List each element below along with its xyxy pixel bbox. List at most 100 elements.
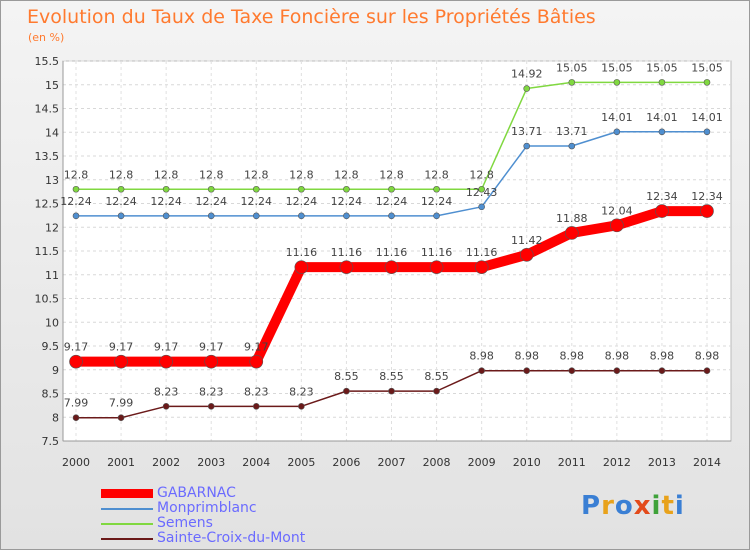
y-tick-label: 13.5 [35, 150, 60, 163]
x-tick-label: 2004 [242, 456, 270, 469]
data-point-monprimblanc [613, 128, 621, 136]
data-label-semens: 15.05 [691, 61, 723, 74]
data-point-monprimblanc [117, 212, 125, 220]
y-tick-label: 8.5 [42, 388, 60, 401]
x-tick-label: 2014 [693, 456, 721, 469]
data-label-sainte-croix-du-mont: 8.23 [244, 385, 269, 398]
data-point-monprimblanc [72, 212, 80, 220]
data-label-sainte-croix-du-mont: 8.98 [605, 350, 630, 363]
data-label-gabarnac: 11.16 [466, 246, 498, 259]
data-point-semens [568, 79, 576, 86]
data-label-monprimblanc: 12.24 [286, 195, 318, 208]
data-point-monprimblanc [523, 142, 531, 150]
logo-letter: t [661, 491, 675, 521]
data-label-sainte-croix-du-mont: 8.98 [469, 350, 494, 363]
data-label-sainte-croix-du-mont: 8.98 [695, 350, 720, 363]
logo-letter: i [651, 491, 662, 521]
data-label-monprimblanc: 12.24 [105, 195, 137, 208]
data-label-semens: 12.8 [154, 168, 179, 181]
data-label-monprimblanc: 12.24 [150, 195, 182, 208]
data-label-semens: 15.05 [646, 61, 678, 74]
data-point-monprimblanc [162, 212, 170, 220]
data-label-sainte-croix-du-mont: 8.55 [424, 370, 449, 383]
y-tick-label: 9 [52, 364, 59, 377]
data-point-sainte-croix-du-mont [613, 367, 621, 375]
logo-letter: i [674, 491, 685, 521]
data-label-semens: 12.8 [64, 168, 89, 181]
data-label-semens: 12.8 [424, 168, 449, 181]
data-point-semens [162, 185, 170, 193]
data-point-monprimblanc [343, 212, 350, 220]
data-label-sainte-croix-du-mont: 8.98 [514, 350, 539, 363]
data-label-semens: 12.8 [334, 168, 359, 181]
data-point-monprimblanc [703, 128, 711, 136]
y-tick-label: 10 [45, 316, 59, 329]
y-tick-label: 8 [52, 411, 59, 424]
y-tick-label: 9.5 [42, 340, 60, 353]
data-point-monprimblanc [388, 212, 395, 220]
data-point-gabarnac [610, 218, 624, 233]
data-point-semens [343, 185, 350, 193]
data-point-sainte-croix-du-mont [703, 367, 711, 375]
data-label-monprimblanc: 12.43 [466, 186, 498, 199]
data-label-gabarnac: 12.34 [691, 190, 723, 203]
y-tick-label: 7.5 [42, 435, 60, 448]
y-tick-label: 14.5 [35, 103, 60, 116]
data-point-sainte-croix-du-mont [162, 403, 170, 410]
logo-letter: x [633, 491, 652, 521]
data-label-gabarnac: 11.16 [376, 246, 408, 259]
y-tick-label: 11.5 [35, 245, 60, 258]
data-point-gabarnac [429, 260, 444, 274]
data-point-monprimblanc [568, 142, 576, 150]
data-point-sainte-croix-du-mont [568, 367, 576, 375]
x-tick-label: 2001 [107, 456, 135, 469]
x-tick-label: 2002 [152, 456, 180, 469]
data-point-semens [703, 79, 711, 86]
legend-item: Monprimblanc [101, 501, 305, 516]
data-label-semens: 14.92 [511, 68, 543, 81]
data-label-gabarnac: 9.17 [154, 341, 179, 354]
data-point-sainte-croix-du-mont [343, 387, 350, 395]
data-point-sainte-croix-du-mont [207, 403, 215, 410]
data-point-monprimblanc [252, 212, 260, 220]
data-point-semens [478, 185, 485, 193]
x-tick-label: 2010 [513, 456, 541, 469]
chart-title: Evolution du Taux de Taxe Foncière sur l… [27, 6, 596, 28]
data-point-semens [388, 185, 395, 193]
data-point-gabarnac [655, 204, 669, 218]
data-label-monprimblanc: 14.01 [601, 111, 633, 124]
y-unit-label: (en %) [28, 31, 65, 44]
data-point-sainte-croix-du-mont [388, 387, 395, 395]
data-point-monprimblanc [478, 203, 485, 211]
legend-swatch [101, 507, 153, 510]
data-label-semens: 12.8 [109, 168, 134, 181]
data-point-semens [72, 185, 80, 193]
y-tick-label: 10.5 [35, 293, 60, 306]
legend-label: Sainte-Croix-du-Mont [157, 530, 306, 546]
data-point-monprimblanc [433, 212, 440, 220]
data-point-gabarnac [69, 354, 83, 369]
data-point-semens [252, 185, 260, 193]
data-label-gabarnac: 11.88 [556, 212, 588, 225]
legend-label: Monprimblanc [157, 500, 257, 516]
data-label-gabarnac: 11.16 [286, 246, 318, 259]
data-label-monprimblanc: 14.01 [691, 111, 723, 124]
data-point-semens [117, 185, 125, 193]
data-label-semens: 15.05 [601, 61, 633, 74]
data-point-semens [523, 85, 531, 92]
data-label-sainte-croix-du-mont: 8.23 [154, 385, 179, 398]
data-point-gabarnac [159, 354, 173, 369]
x-tick-label: 2012 [603, 456, 631, 469]
logo-letter: r [601, 491, 615, 521]
data-label-sainte-croix-du-mont: 7.99 [109, 397, 134, 410]
legend-item: Sainte-Croix-du-Mont [101, 531, 305, 546]
legend-item: GABARNAC [101, 486, 305, 501]
legend-swatch [101, 522, 153, 525]
data-label-gabarnac: 9.17 [244, 341, 269, 354]
data-point-sainte-croix-du-mont [523, 367, 531, 375]
data-point-gabarnac [700, 204, 714, 218]
data-point-gabarnac [294, 260, 309, 274]
data-label-semens: 12.8 [244, 168, 269, 181]
